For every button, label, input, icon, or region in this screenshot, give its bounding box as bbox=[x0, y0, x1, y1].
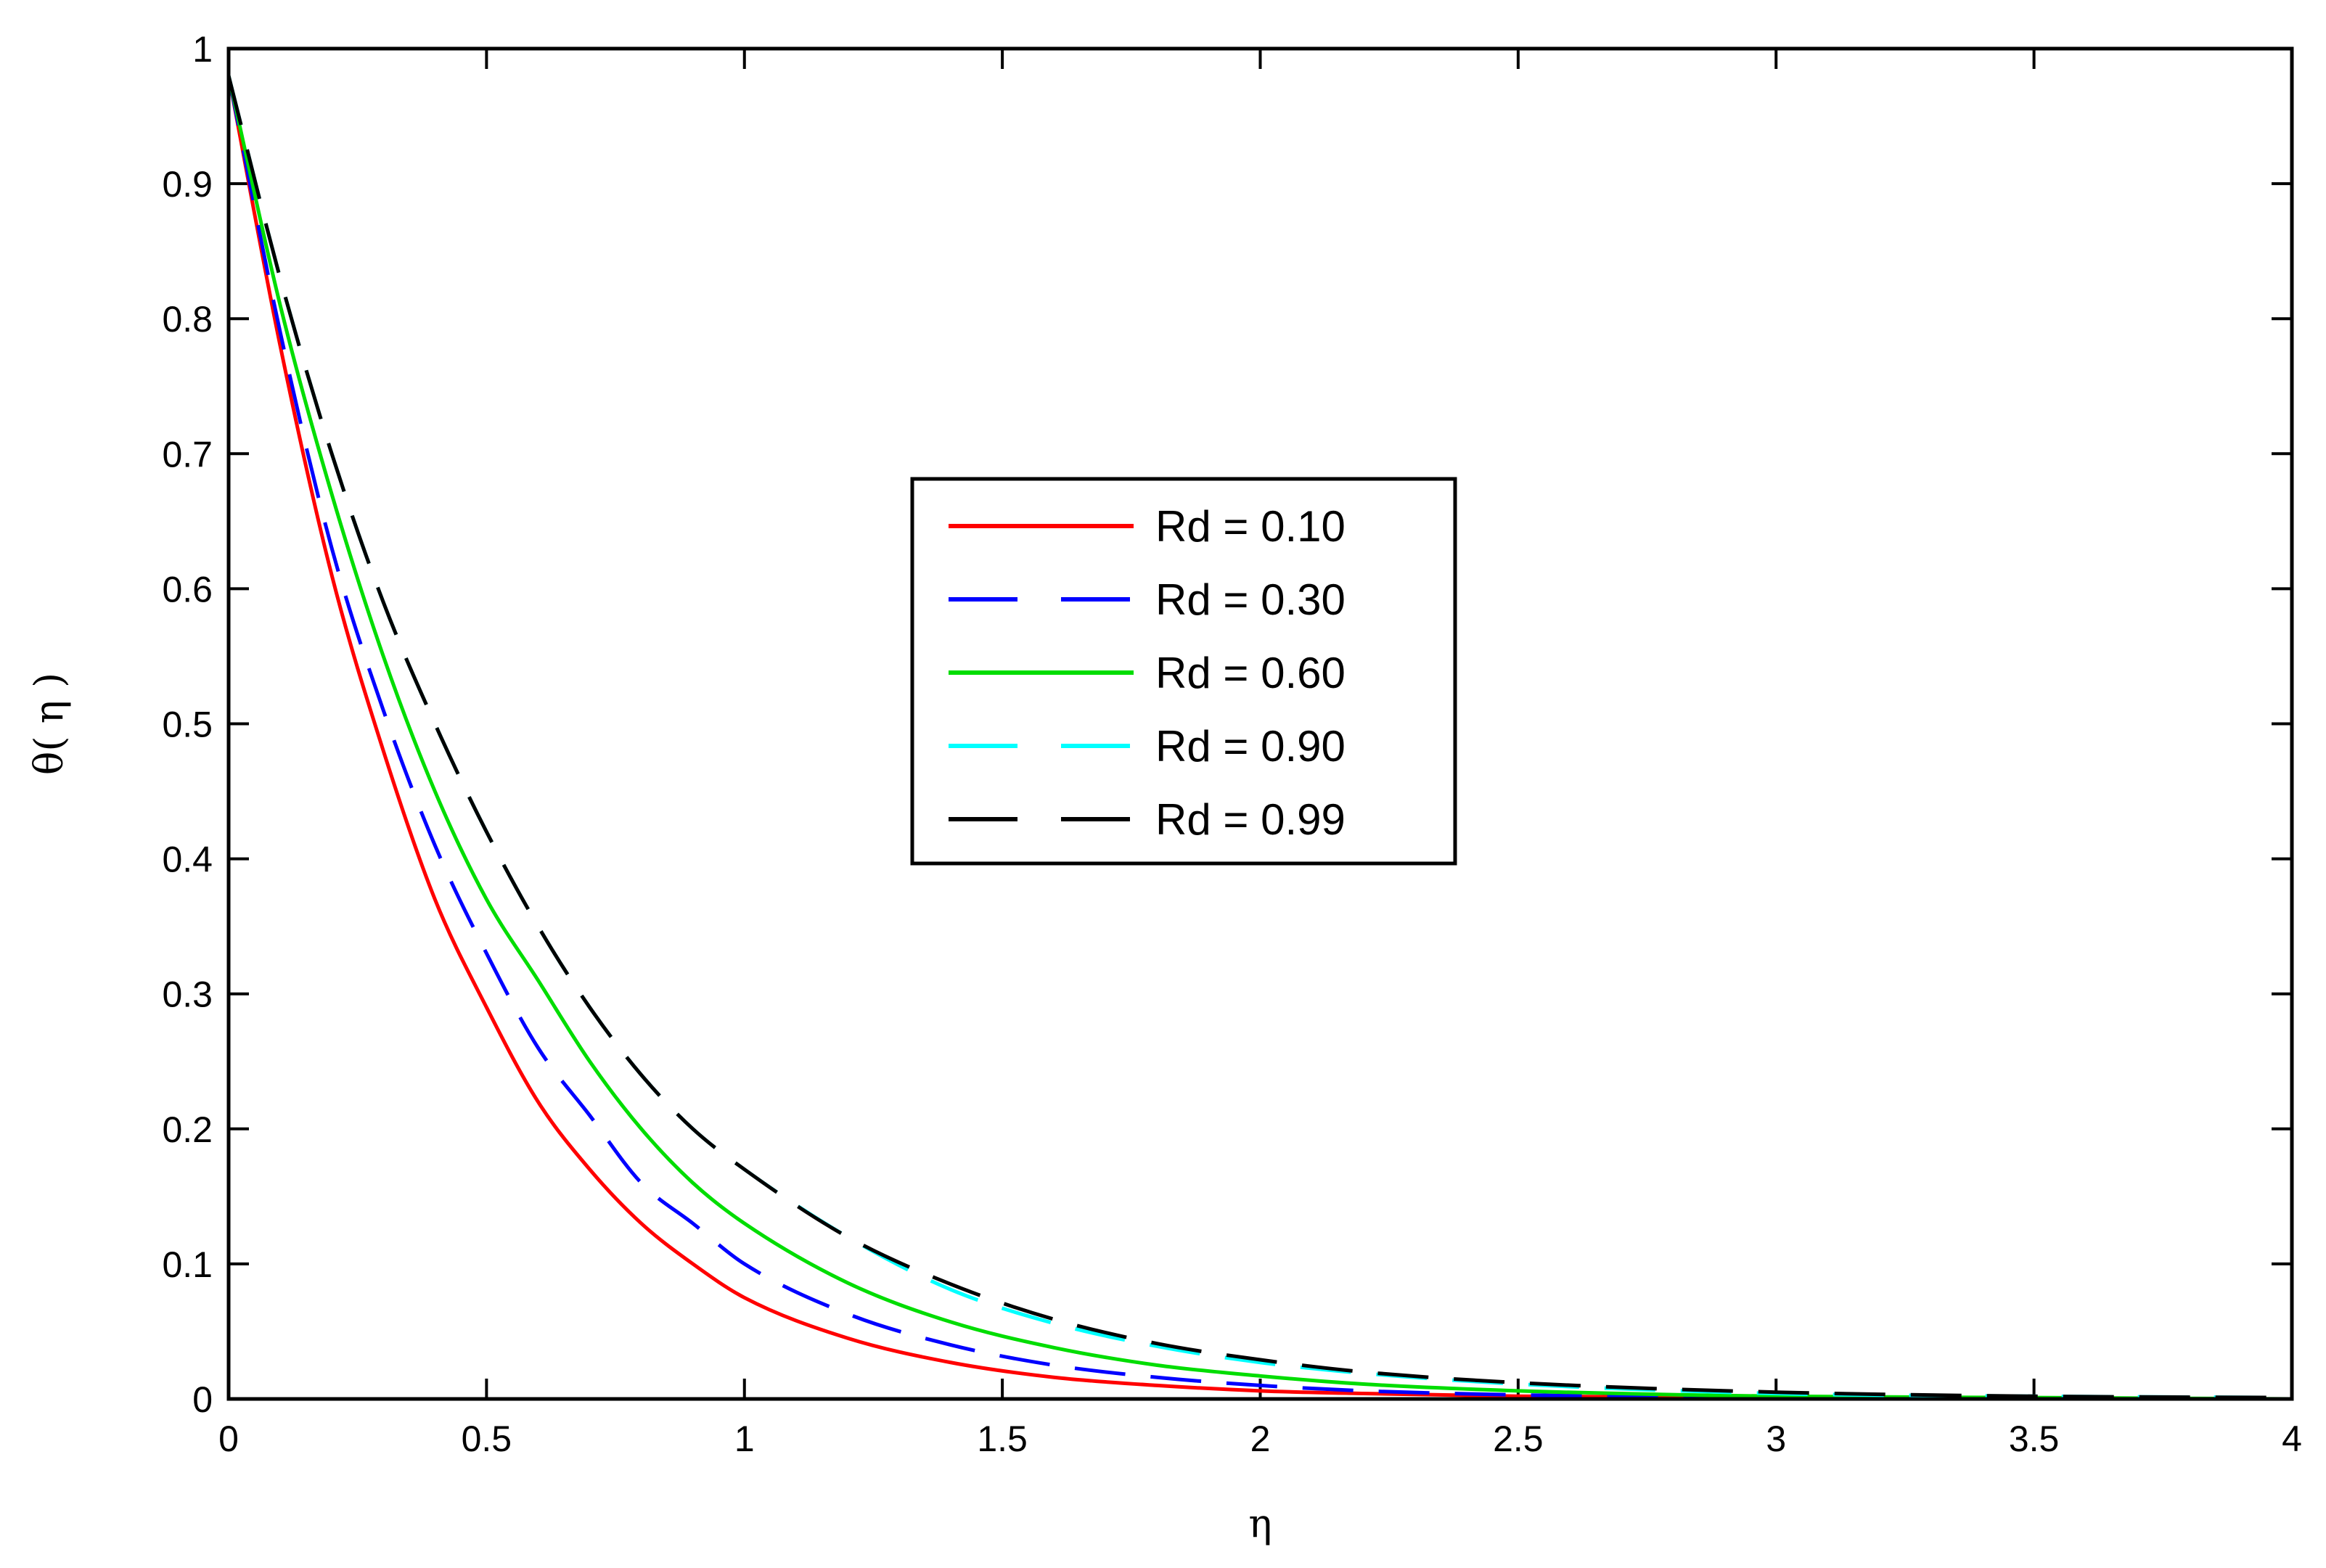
y-tick-label: 0.2 bbox=[162, 1109, 213, 1150]
y-tick-label: 0.9 bbox=[162, 164, 213, 205]
y-tick-label: 0.4 bbox=[162, 840, 213, 880]
y-tick-label: 0.5 bbox=[162, 705, 213, 745]
x-axis-label: η bbox=[1248, 1501, 1271, 1546]
plot-frame bbox=[226, 46, 2294, 1401]
y-tick-label: 0.6 bbox=[162, 569, 213, 609]
x-tick-label: 2 bbox=[1250, 1419, 1271, 1459]
y-tick-labels: 0 0.1 0.2 0.3 0.4 0.5 0.6 0.7 0.8 0.9 1 bbox=[162, 29, 213, 1420]
y-tick-label: 0 bbox=[192, 1379, 213, 1420]
x-tick-label: 3 bbox=[1766, 1419, 1786, 1459]
y-tick-label: 0.8 bbox=[162, 299, 213, 340]
series-layer bbox=[226, 75, 2293, 1401]
legend-label-3: Rd = 0.60 bbox=[1155, 649, 1346, 697]
series-line-5 bbox=[226, 75, 2293, 1400]
x-tick-labels: 0 0.5 1 1.5 2 2.5 3 3.5 4 bbox=[218, 1419, 2302, 1459]
x-tick-label: 1 bbox=[734, 1419, 755, 1459]
x-tick-label: 4 bbox=[2282, 1419, 2302, 1459]
y-tick-label: 0.3 bbox=[162, 974, 213, 1015]
x-tick-label: 1.5 bbox=[977, 1419, 1028, 1459]
y-tick-label: 1 bbox=[192, 29, 213, 70]
legend-label-2: Rd = 0.30 bbox=[1155, 575, 1346, 624]
series-line-3 bbox=[226, 75, 2293, 1401]
series-line-2 bbox=[226, 75, 2292, 1401]
x-tick-label: 3.5 bbox=[2009, 1419, 2060, 1459]
y-tick-label: 0.1 bbox=[162, 1244, 213, 1285]
legend-label-4: Rd = 0.90 bbox=[1155, 722, 1346, 771]
x-tick-label: 0 bbox=[218, 1419, 239, 1459]
legend-label-5: Rd = 0.99 bbox=[1155, 795, 1346, 844]
y-tick-label: 0.7 bbox=[162, 434, 213, 475]
y-axis-label: θ( η ) bbox=[26, 673, 72, 775]
x-tick-label: 0.5 bbox=[462, 1419, 512, 1459]
x-tick-label: 2.5 bbox=[1493, 1419, 1544, 1459]
legend-label-1: Rd = 0.10 bbox=[1155, 502, 1346, 551]
legend: Rd = 0.10 Rd = 0.30 Rd = 0.60 Rd = 0.90 Rd =… bbox=[910, 477, 1457, 866]
